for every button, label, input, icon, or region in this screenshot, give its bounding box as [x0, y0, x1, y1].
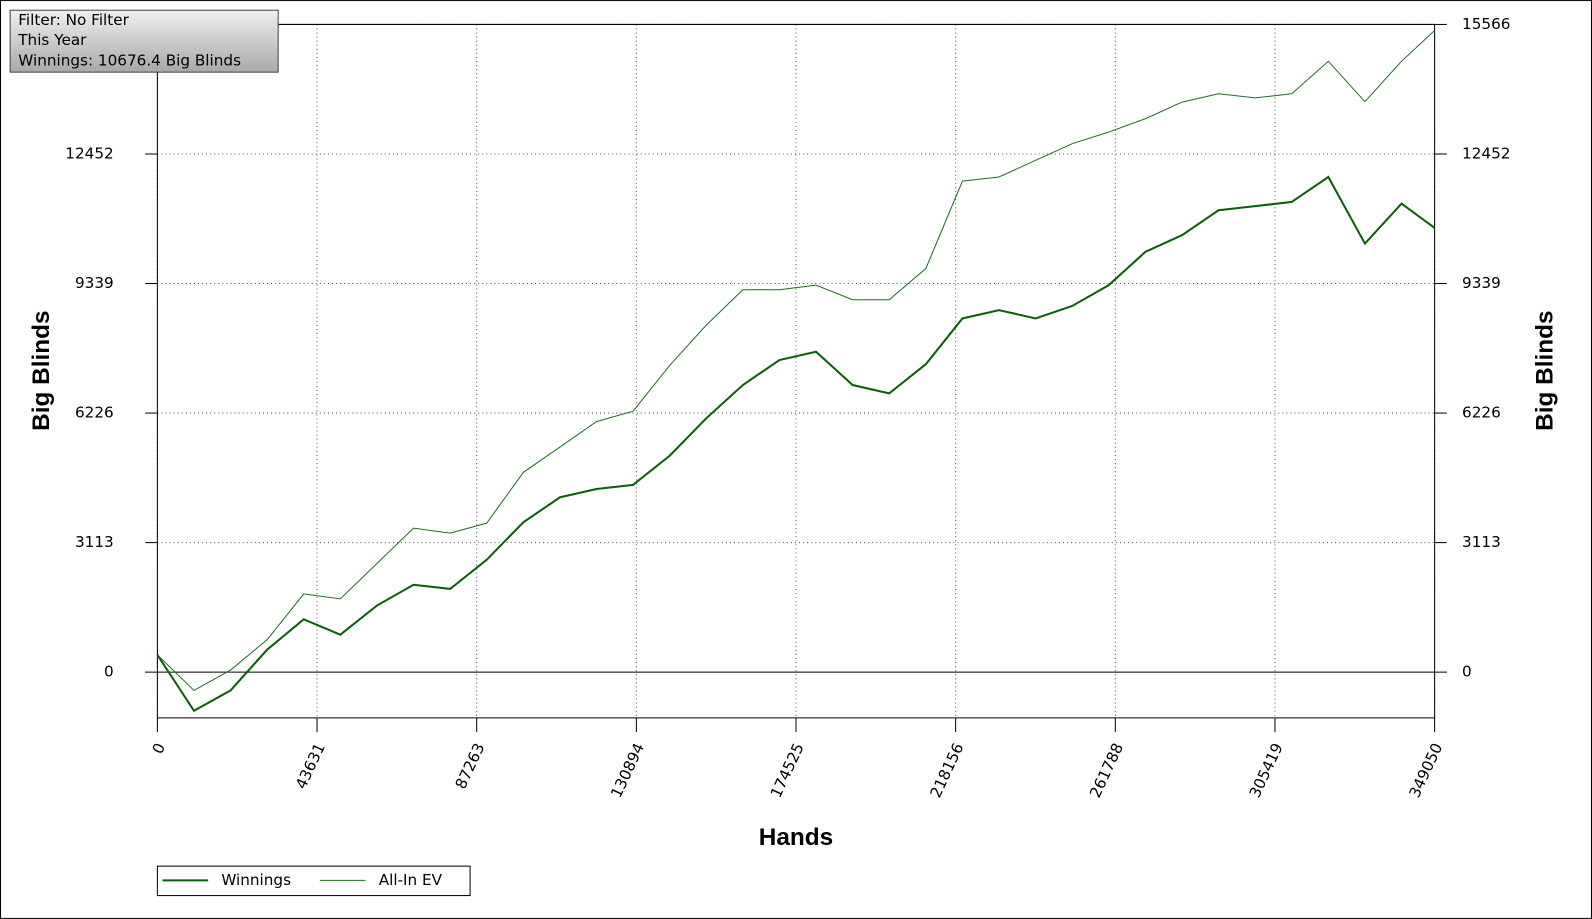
- info-box: [9, 9, 279, 73]
- y-tick-label: 12452: [65, 145, 113, 163]
- legend-label: All-In EV: [379, 871, 443, 889]
- legend: [156, 865, 471, 897]
- annotation: Winnings: 10676.4 Big Blinds: [18, 51, 241, 69]
- y2-tick-label: 15566: [1462, 15, 1510, 33]
- annotation: This Year: [17, 31, 87, 49]
- x-axis-label: Hands: [759, 824, 833, 851]
- y2-axis-label: Big Blinds: [1532, 310, 1559, 430]
- y2-tick-label: 0: [1462, 663, 1472, 681]
- y-tick-label: 6226: [75, 404, 114, 422]
- series-line: [156, 175, 1436, 713]
- y2-tick-label: 9339: [1462, 274, 1501, 292]
- series-line: [157, 30, 1435, 692]
- y2-tick-label: 3113: [1462, 533, 1501, 551]
- y-tick-label: 0: [104, 663, 114, 681]
- annotation: Filter: No Filter: [18, 11, 129, 29]
- y-tick-label: 9339: [75, 274, 114, 292]
- y2-tick-label: 12452: [1462, 145, 1510, 163]
- y2-tick-label: 6226: [1462, 404, 1501, 422]
- y-tick-label: 3113: [75, 533, 114, 551]
- y-axis-label: Big Blinds: [28, 310, 55, 430]
- legend-label: Winnings: [221, 871, 291, 889]
